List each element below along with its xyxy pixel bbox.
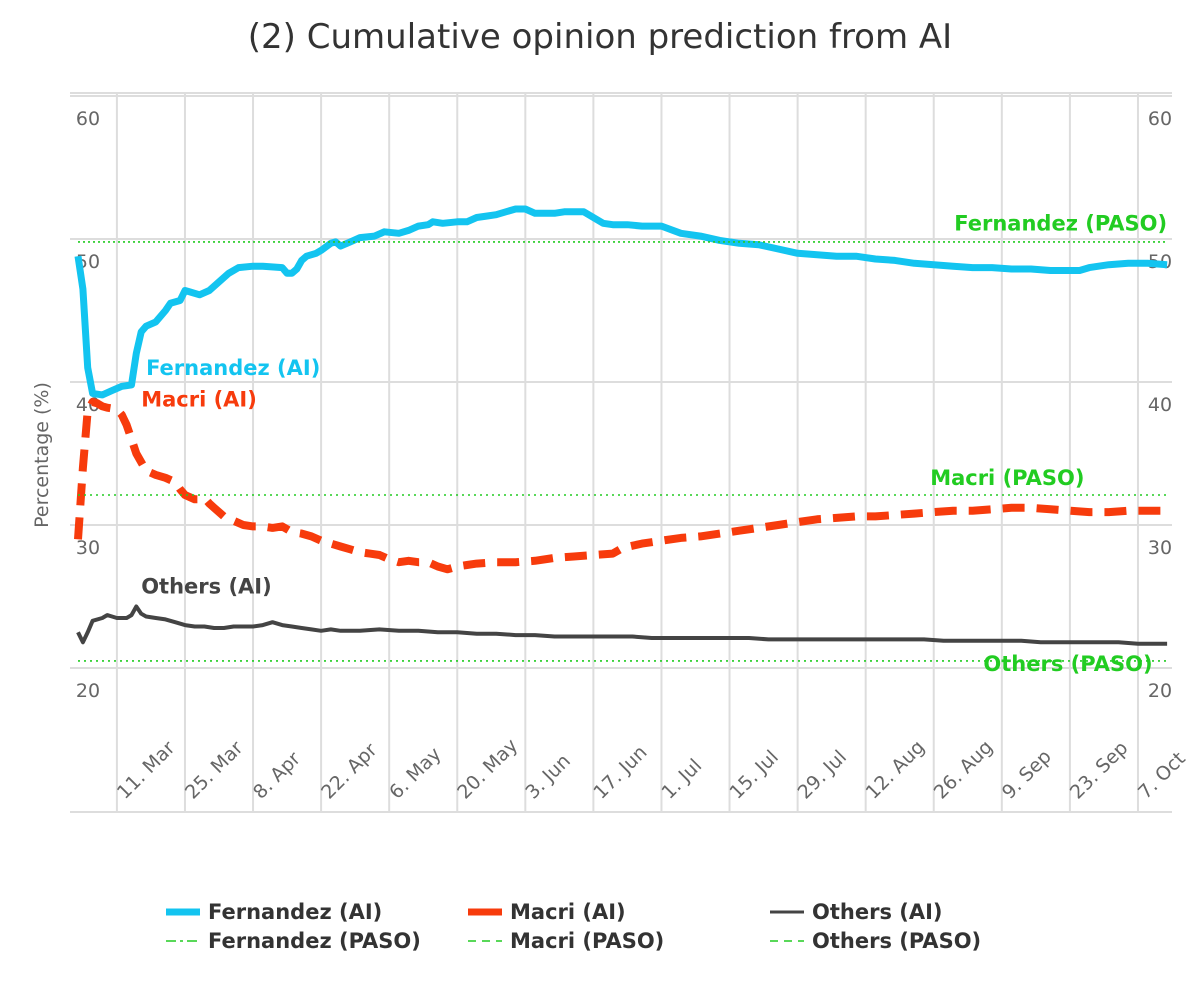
x-tick-4: 6. May xyxy=(385,743,445,803)
annotation-fernandez-ai: Fernandez (AI) xyxy=(146,356,320,380)
x-tick-14: 23. Sep xyxy=(1066,737,1133,804)
x-tick-12: 26. Aug xyxy=(930,736,997,803)
legend-label-3: Fernandez (PASO) xyxy=(208,929,421,953)
y-tick-right-60: 60 xyxy=(1148,108,1172,130)
x-tick-1: 25. Mar xyxy=(181,737,248,804)
annotation-macri-ai: Macri (AI) xyxy=(141,387,257,411)
y-tick-right-30: 30 xyxy=(1148,537,1172,559)
y-axis-label: Percentage (%) xyxy=(31,382,53,528)
series-line-others-ai xyxy=(76,604,1168,646)
series-line-macri-ai xyxy=(74,398,1168,574)
legend-label-2: Others (AI) xyxy=(812,900,943,924)
annotation-macri-paso: Macri (PASO) xyxy=(930,466,1084,490)
x-tick-15: 7. Oct xyxy=(1134,748,1190,804)
legend-label-0: Fernandez (AI) xyxy=(208,900,382,924)
legend-label-4: Macri (PASO) xyxy=(510,929,664,953)
series-line-fernandez-ai xyxy=(74,205,1168,399)
x-tick-13: 9. Sep xyxy=(998,746,1056,804)
x-tick-6: 3. Jun xyxy=(521,750,575,804)
x-tick-5: 20. May xyxy=(453,735,522,804)
legend-label-5: Others (PASO) xyxy=(812,929,981,953)
x-tick-0: 11. Mar xyxy=(113,737,180,804)
y-tick-left-30: 30 xyxy=(76,537,100,559)
y-tick-right-20: 20 xyxy=(1148,680,1172,702)
x-tick-7: 17. Jun xyxy=(589,741,651,803)
x-tick-8: 1. Jul xyxy=(657,755,706,804)
annotation-others-paso: Others (PASO) xyxy=(983,652,1152,676)
y-tick-left-20: 20 xyxy=(76,680,100,702)
y-tick-right-40: 40 xyxy=(1148,394,1172,416)
annotation-fernandez-paso: Fernandez (PASO) xyxy=(954,211,1167,235)
x-tick-3: 22. Apr xyxy=(317,739,382,804)
x-tick-11: 12. Aug xyxy=(862,736,929,803)
x-tick-9: 15. Jul xyxy=(726,746,783,803)
annotation-others-ai: Others (AI) xyxy=(141,575,272,599)
chart-title: (2) Cumulative opinion prediction from A… xyxy=(248,17,952,57)
y-tick-left-60: 60 xyxy=(76,108,100,130)
x-tick-10: 29. Jul xyxy=(794,746,851,803)
x-tick-2: 8. Apr xyxy=(249,748,305,804)
legend-label-1: Macri (AI) xyxy=(510,900,626,924)
